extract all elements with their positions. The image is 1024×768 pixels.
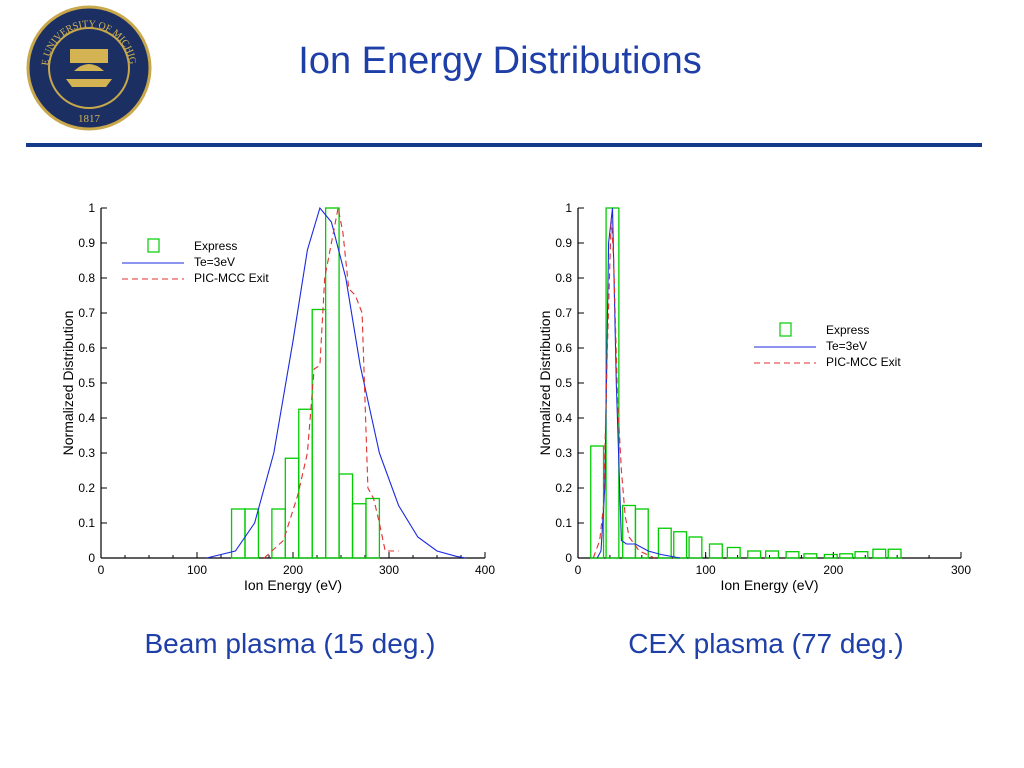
histogram-bar	[634, 508, 649, 559]
x-tick-label: 0	[98, 563, 105, 577]
y-tick-label: 0.3	[555, 446, 572, 460]
x-tick-label: 300	[951, 563, 971, 577]
legend-label: Express	[826, 323, 869, 337]
x-tick-label: 0	[575, 563, 582, 577]
caption-beam-plasma: Beam plasma (15 deg.)	[144, 628, 436, 659]
x-axis-title: Ion Energy (eV)	[720, 577, 818, 593]
y-tick-label: 0.9	[555, 236, 572, 250]
seal-year: 1817	[78, 113, 101, 125]
y-axis-title: Normalized Distribution	[60, 311, 76, 456]
y-tick-label: 0	[565, 551, 572, 565]
histogram-bar	[688, 536, 703, 559]
y-tick-label: 0	[88, 551, 95, 565]
histogram-bar	[230, 508, 246, 559]
y-tick-label: 0.2	[78, 481, 95, 495]
seal-book-icon	[70, 49, 108, 63]
histogram-bar	[324, 207, 340, 559]
legend-label: PIC-MCC Exit	[194, 271, 269, 285]
y-tick-label: 0.1	[555, 516, 572, 530]
histogram-bar	[673, 531, 688, 559]
histogram-bar	[872, 548, 887, 559]
seal-lamp-icon	[66, 64, 112, 87]
y-tick-label: 0.7	[78, 306, 95, 320]
y-tick-label: 0.2	[555, 481, 572, 495]
title-divider	[26, 143, 982, 147]
pic-mcc-line	[592, 218, 655, 559]
legend-label: Express	[194, 239, 237, 253]
x-tick-label: 200	[823, 563, 843, 577]
histogram-bar	[747, 550, 762, 559]
legend-label: PIC-MCC Exit	[826, 355, 901, 369]
y-tick-label: 0.6	[78, 341, 95, 355]
histogram-bar	[351, 503, 367, 559]
y-tick-label: 0.5	[555, 376, 572, 390]
te-line	[596, 207, 681, 559]
histogram-bar	[803, 553, 818, 559]
histogram-bar	[854, 551, 869, 559]
legend-express-swatch	[147, 238, 160, 253]
y-tick-label: 0.6	[555, 341, 572, 355]
y-tick-label: 0.8	[78, 271, 95, 285]
y-tick-label: 0.4	[78, 411, 95, 425]
chart-legend: Express Te=3eV PIC-MCC Exit	[122, 238, 269, 285]
legend-label: Te=3eV	[194, 255, 235, 269]
histogram-bar	[271, 508, 286, 559]
y-tick-label: 0.3	[78, 446, 95, 460]
y-tick-label: 0.1	[78, 516, 95, 530]
y-tick-label: 0.5	[78, 376, 95, 390]
histogram-bar	[311, 308, 327, 559]
te-line	[206, 206, 466, 559]
x-tick-label: 400	[475, 563, 495, 577]
x-tick-label: 300	[379, 563, 399, 577]
histogram-bar	[657, 527, 672, 559]
caption-cex-plasma: CEX plasma (77 deg.)	[628, 628, 904, 659]
legend-express-swatch	[779, 322, 792, 337]
chart-legend: Express Te=3eV PIC-MCC Exit	[754, 322, 901, 369]
histogram-bar	[244, 508, 260, 559]
histogram-bar	[839, 553, 854, 559]
y-axis-title: Normalized Distribution	[537, 311, 553, 456]
x-tick-label: 200	[283, 563, 303, 577]
histogram-bar	[887, 548, 902, 559]
university-seal-logo: THE UNIVERSITY OF MICHIGAN 1817	[26, 5, 152, 131]
beam-plasma-chart: 0 100 200 300 400 0 0.1 0.2 0.3 0.4 0.5 0.6 0.7 0.8 0.…	[60, 201, 495, 593]
histogram-bar	[726, 546, 741, 559]
y-tick-label: 1	[88, 201, 95, 215]
y-tick-label: 0.4	[555, 411, 572, 425]
histogram-bar	[365, 497, 381, 559]
histogram-bar	[284, 457, 300, 559]
x-tick-label: 100	[696, 563, 716, 577]
legend-label: Te=3eV	[826, 339, 867, 353]
x-axis-title: Ion Energy (eV)	[244, 577, 342, 593]
y-tick-label: 0.7	[555, 306, 572, 320]
histogram-bar	[785, 551, 800, 559]
slide-title: Ion Energy Distributions	[298, 40, 702, 82]
y-tick-label: 1	[565, 201, 572, 215]
histogram-bar	[765, 550, 780, 559]
y-tick-label: 0.9	[78, 236, 95, 250]
y-tick-label: 0.8	[555, 271, 572, 285]
histogram-bar	[708, 543, 723, 559]
histogram-bar	[338, 473, 354, 559]
histogram-bar	[622, 504, 637, 559]
cex-plasma-chart: 0 100 200 300 0 0.1 0.2 0.3 0.4 0.5 0.6 0.7 0.8 0.9 1 I…	[537, 201, 971, 593]
x-tick-label: 100	[187, 563, 207, 577]
histogram-bar	[823, 553, 838, 559]
pic-mcc-line	[263, 207, 399, 559]
